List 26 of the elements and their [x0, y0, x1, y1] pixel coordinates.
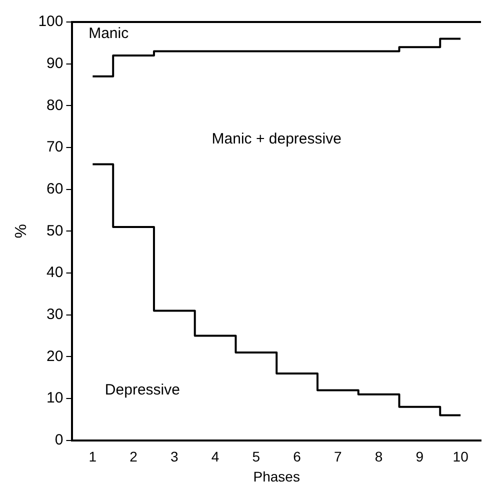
y-tick-label: 70 — [46, 138, 64, 156]
y-tick-label: 80 — [46, 96, 64, 114]
y-tick-label: 10 — [46, 390, 64, 407]
y-tick-label: 20 — [46, 348, 64, 365]
annotation: Manic — [88, 24, 130, 42]
x-tick-label: 9 — [416, 448, 424, 465]
x-tick-label: 7 — [334, 448, 342, 465]
y-tick-label: 90 — [46, 54, 64, 72]
x-axis-title: Phases — [253, 468, 300, 484]
x-tick-label: 8 — [374, 448, 383, 465]
annotation: Depressive — [104, 381, 180, 398]
y-tick-label: 30 — [46, 306, 64, 324]
y-tick-label: 50 — [46, 222, 64, 240]
y-tick-label: 100 — [38, 13, 64, 30]
y-tick-label: 0 — [54, 432, 64, 449]
annotation: Manic + depressive — [212, 130, 342, 148]
x-tick-label: 5 — [252, 448, 260, 465]
x-tick-label: 4 — [211, 448, 220, 465]
x-tick-label: 3 — [170, 448, 179, 465]
x-tick-label: 10 — [452, 448, 469, 465]
x-tick-label: 1 — [88, 448, 97, 465]
y-axis-title: % — [13, 224, 30, 238]
x-tick-label: 2 — [130, 448, 138, 465]
x-tick-label: 6 — [293, 448, 302, 465]
y-tick-label: 40 — [46, 264, 64, 282]
y-tick-label: 60 — [46, 180, 64, 198]
